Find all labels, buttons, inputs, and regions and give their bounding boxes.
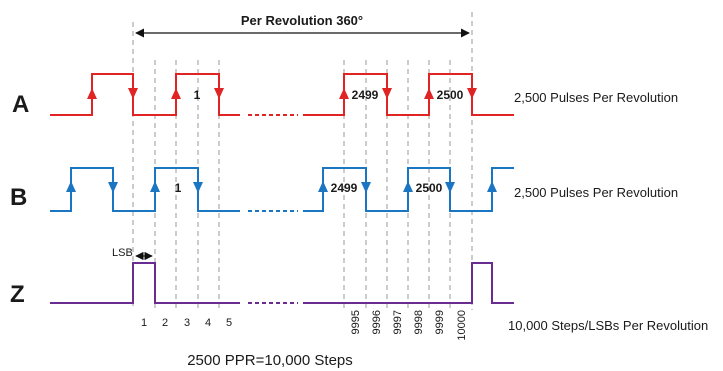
step-label-10000: 10000 <box>456 310 468 341</box>
channel-a-description: 2,500 Pulses Per Revolution <box>514 90 678 105</box>
step-label-9995: 9995 <box>350 310 362 334</box>
step-label-1: 1 <box>141 317 147 329</box>
channel-a-edge-arrows <box>87 88 477 99</box>
channel-b-pulse-2500: 2500 <box>416 181 443 195</box>
channel-a-pulse-2500: 2500 <box>437 88 464 102</box>
step-label-9998: 9998 <box>413 310 425 334</box>
lsb-label: LSB <box>112 247 133 259</box>
step-label-9997: 9997 <box>392 310 404 334</box>
footer-caption: 2500 PPR=10,000 Steps <box>187 352 353 369</box>
channel-z-label: Z <box>10 281 25 308</box>
channel-z-description: 10,000 Steps/LSBs Per Revolution <box>508 318 708 333</box>
channel-z-waveform-end <box>303 262 514 304</box>
channel-b-label: B <box>10 184 27 211</box>
channel-z-waveform-start <box>50 262 240 304</box>
channel-b-waveform-start <box>50 167 240 212</box>
step-label-9999: 9999 <box>434 310 446 334</box>
step-label-3: 3 <box>184 317 190 329</box>
channel-a-pulse-1: 1 <box>194 88 201 102</box>
channel-b-pulse-1: 1 <box>175 181 182 195</box>
guide-lines <box>132 12 473 310</box>
channel-a-pulse-2499: 2499 <box>352 88 379 102</box>
channel-a-label: A <box>12 91 29 118</box>
revolution-title: Per Revolution 360° <box>241 13 363 28</box>
channel-a-waveform-start <box>50 73 240 116</box>
channel-b-edge-arrows <box>66 181 497 193</box>
step-label-5: 5 <box>226 317 232 329</box>
step-label-2: 2 <box>162 317 168 329</box>
channel-b-pulse-2499: 2499 <box>331 181 358 195</box>
channel-b-description: 2,500 Pulses Per Revolution <box>514 185 678 200</box>
step-label-4: 4 <box>205 317 211 329</box>
step-label-9996: 9996 <box>371 310 383 334</box>
